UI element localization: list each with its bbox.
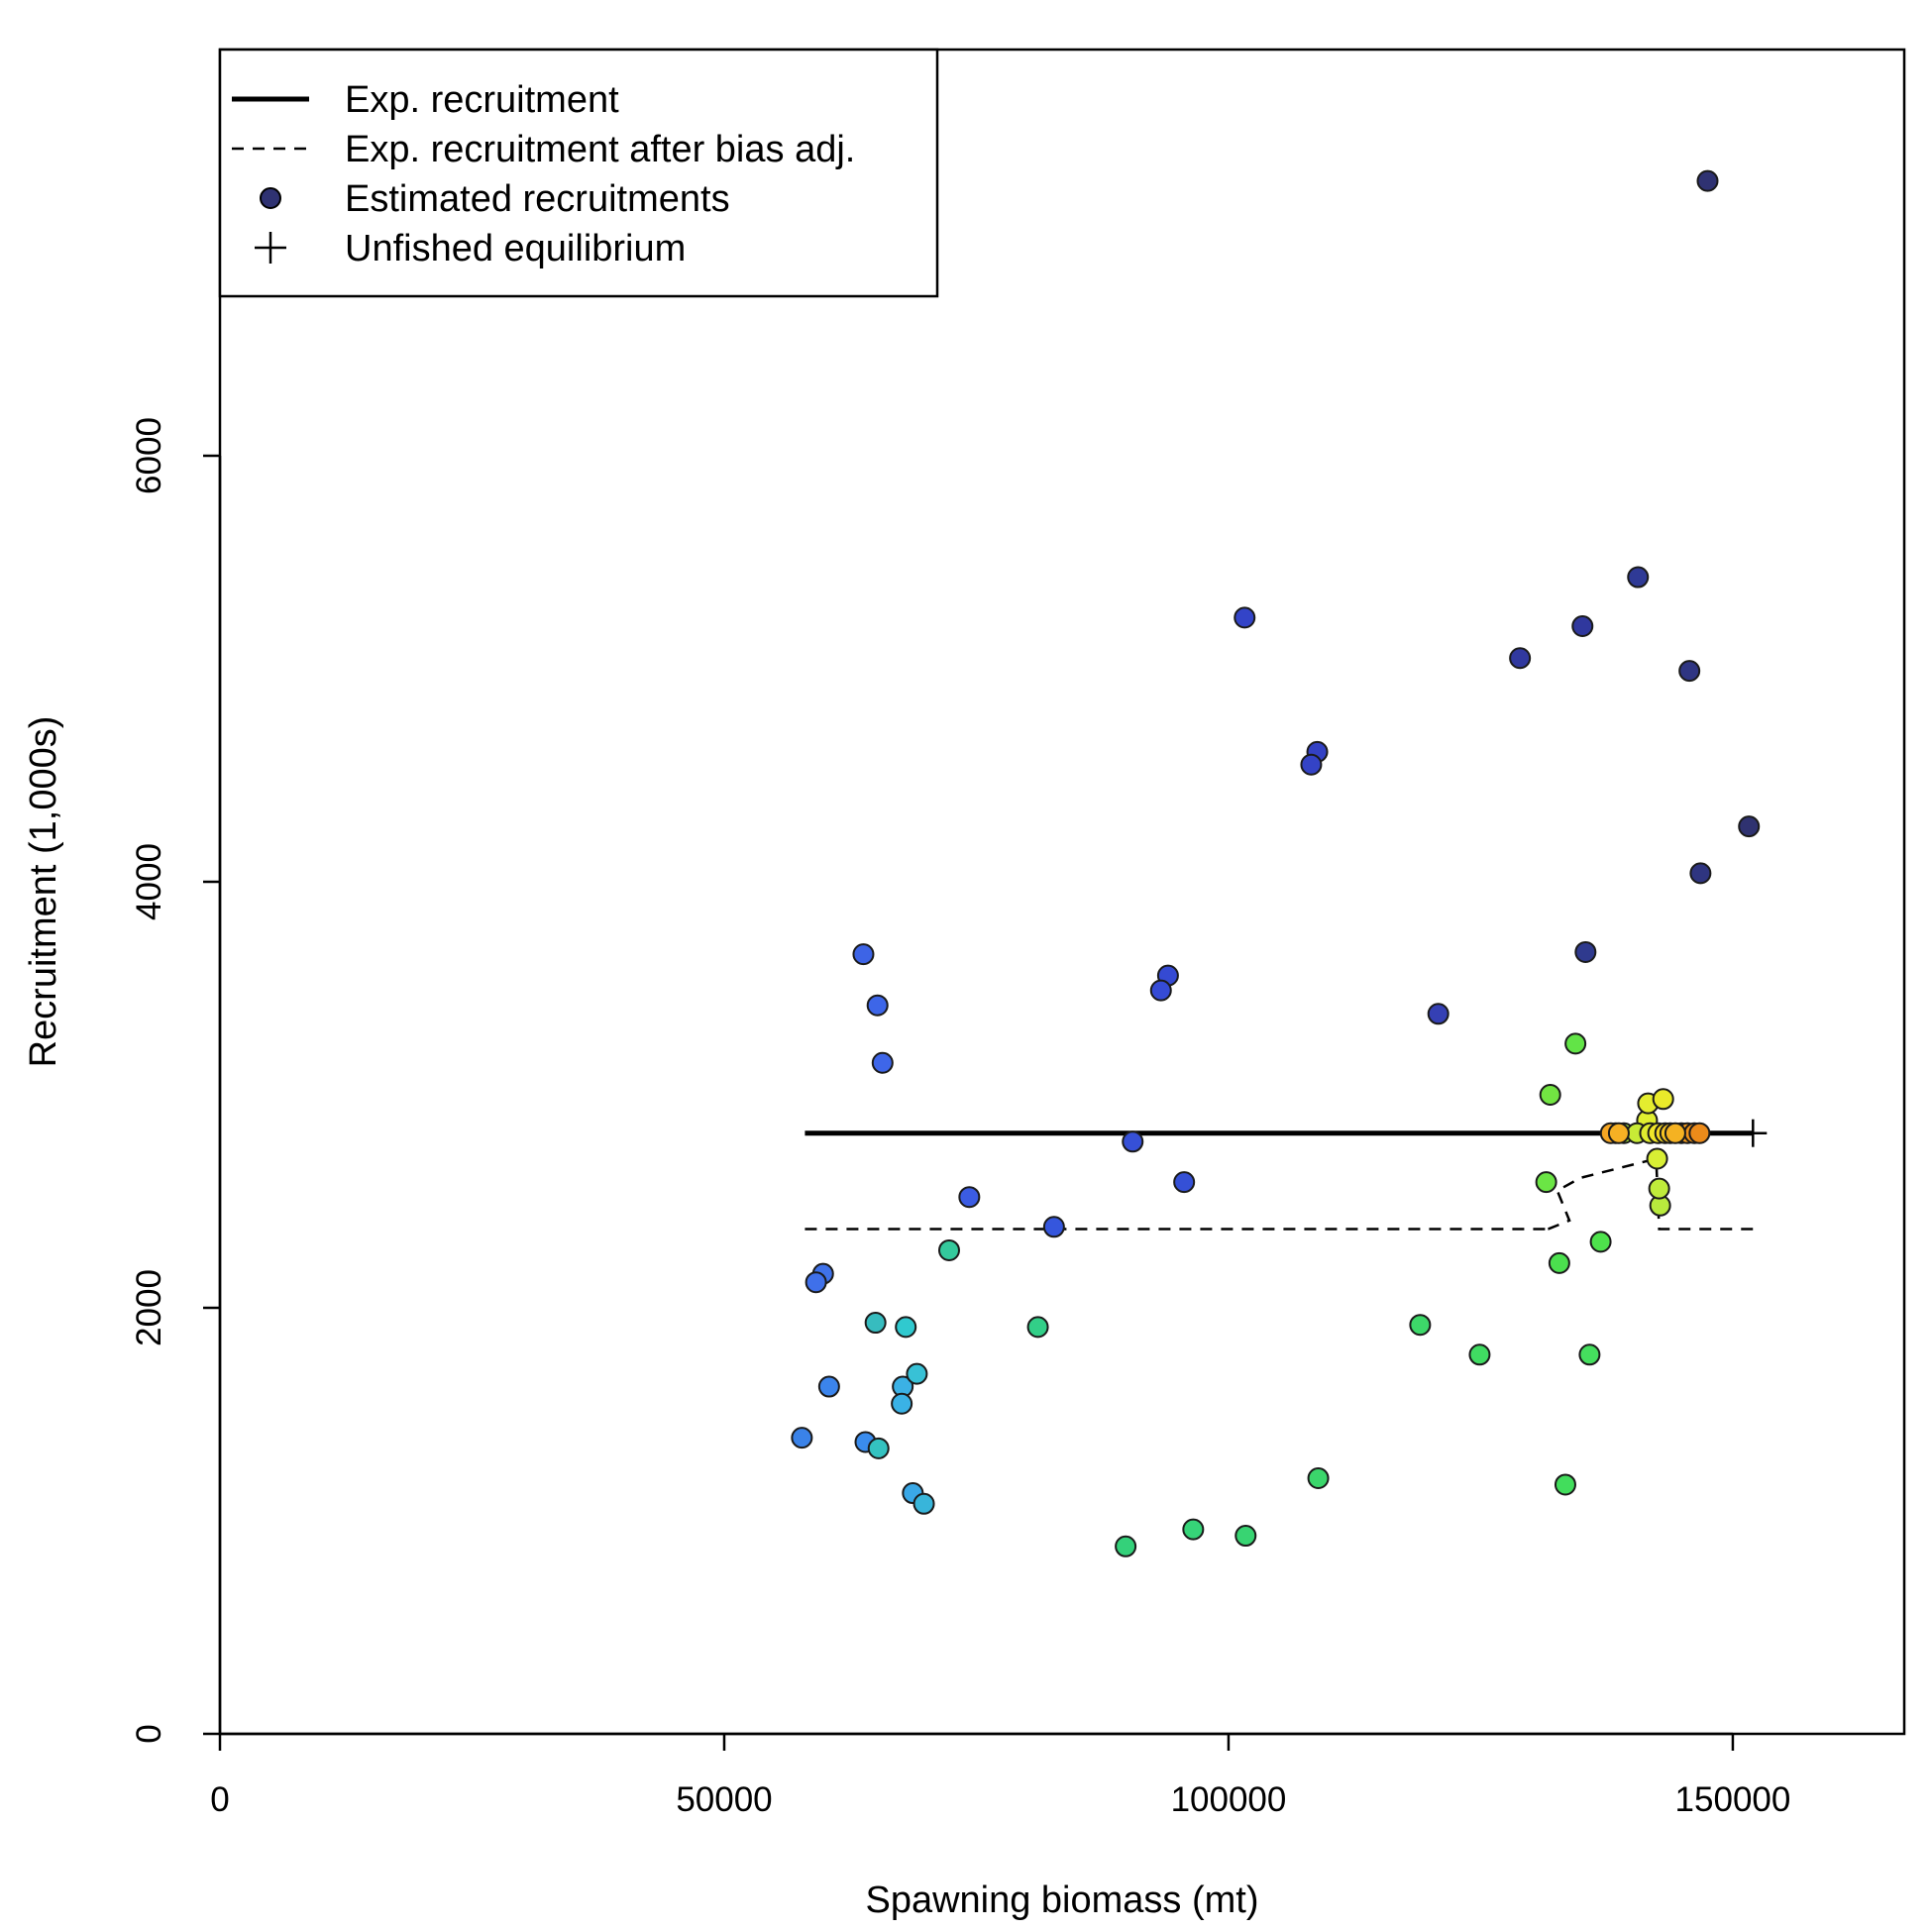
points-layer <box>791 169 1768 1557</box>
legend-circle-symbol <box>260 187 281 209</box>
estimated-recruitment-point <box>1535 1171 1557 1194</box>
x-tick-label: 150000 <box>1675 1780 1791 1819</box>
bias-adjusted-recruitment-line <box>805 1156 1754 1231</box>
estimated-recruitment-point <box>1026 1316 1049 1339</box>
estimated-recruitment-point <box>895 1316 917 1339</box>
y-axis-title: Recruitment (1,000s) <box>23 716 64 1068</box>
estimated-recruitment-point <box>1300 753 1323 776</box>
estimated-recruitment-point <box>1564 1032 1587 1055</box>
estimated-recruitment-point <box>1234 1525 1257 1548</box>
x-axis-title: Spawning biomass (mt) <box>865 1879 1258 1921</box>
estimated-recruitment-point <box>1182 1518 1205 1541</box>
estimated-recruitment-point <box>1468 1343 1491 1366</box>
estimated-recruitment-point <box>1652 1088 1674 1111</box>
legend: Exp. recruitment Exp. recruitment after … <box>218 48 939 298</box>
estimated-recruitment-point <box>867 1437 890 1459</box>
estimated-recruitment-point <box>937 1238 960 1261</box>
estimated-recruitment-point <box>906 1362 928 1385</box>
estimated-recruitment-point <box>805 1271 827 1294</box>
legend-label-unfished-equilibrium: Unfished equilibrium <box>345 228 686 269</box>
estimated-recruitment-point <box>871 1051 894 1074</box>
estimated-recruitment-point <box>1646 1147 1668 1170</box>
estimated-recruitment-point <box>1578 1343 1601 1366</box>
estimated-recruitment-point <box>1042 1216 1065 1238</box>
estimated-recruitment-point <box>1678 660 1701 683</box>
axes-layer: 0 50000 100000 150000 0 2000 4000 6000 <box>130 417 1790 1819</box>
estimated-recruitment-point <box>1696 169 1719 192</box>
estimated-recruitment-point <box>1648 1177 1670 1200</box>
estimated-recruitment-point <box>1427 1003 1449 1025</box>
estimated-recruitment-point <box>1307 1467 1330 1489</box>
estimated-recruitment-point <box>852 943 875 966</box>
estimated-recruitment-point <box>1574 940 1597 963</box>
estimated-recruitment-point <box>1122 1130 1144 1153</box>
estimated-recruitment-point <box>1738 815 1761 838</box>
estimated-recruitment-point <box>1571 615 1594 637</box>
estimated-recruitment-point <box>1664 1122 1686 1144</box>
x-tick-label: 0 <box>210 1780 229 1819</box>
estimated-recruitment-point <box>864 1312 887 1335</box>
estimated-recruitment-point <box>1173 1171 1196 1194</box>
estimated-recruitment-point <box>1539 1084 1561 1106</box>
y-tick-label: 2000 <box>130 1269 168 1346</box>
legend-plus-symbol <box>255 232 286 264</box>
unfished-equilibrium-marker <box>1739 1119 1768 1147</box>
estimated-recruitment-point <box>1589 1231 1612 1253</box>
legend-label-exp-recruitment-bias-adj: Exp. recruitment after bias adj. <box>345 129 855 170</box>
estimated-recruitment-point <box>866 994 889 1017</box>
y-tick-label: 4000 <box>130 843 168 920</box>
estimated-recruitment-point <box>912 1492 935 1515</box>
legend-label-exp-recruitment: Exp. recruitment <box>345 79 619 121</box>
plot-frame <box>218 48 1906 1736</box>
estimated-recruitment-point <box>1627 566 1650 589</box>
estimated-recruitment-point <box>1554 1473 1576 1496</box>
estimated-recruitment-point <box>1115 1535 1137 1557</box>
y-tick-label: 6000 <box>130 417 168 494</box>
series-layer <box>805 1130 1754 1231</box>
x-tick-label: 50000 <box>676 1780 772 1819</box>
estimated-recruitment-point <box>1607 1122 1630 1144</box>
legend-label-estimated-recruitments: Estimated recruitments <box>345 178 730 220</box>
legend-box <box>218 48 939 298</box>
x-tick-label: 100000 <box>1171 1780 1287 1819</box>
estimated-recruitment-point <box>891 1392 913 1415</box>
estimated-recruitment-point <box>817 1375 840 1398</box>
estimated-recruitment-point <box>1689 862 1712 885</box>
y-tick-label: 0 <box>130 1724 168 1743</box>
estimated-recruitment-point <box>1688 1122 1711 1144</box>
estimated-recruitment-point <box>1234 606 1256 629</box>
estimated-recruitment-point <box>791 1427 813 1449</box>
estimated-recruitment-point <box>1409 1314 1432 1337</box>
estimated-recruitment-point <box>1149 979 1172 1002</box>
estimated-recruitment-point <box>1509 647 1532 670</box>
estimated-recruitment-point <box>1548 1251 1570 1274</box>
estimated-recruitment-point <box>958 1186 981 1209</box>
